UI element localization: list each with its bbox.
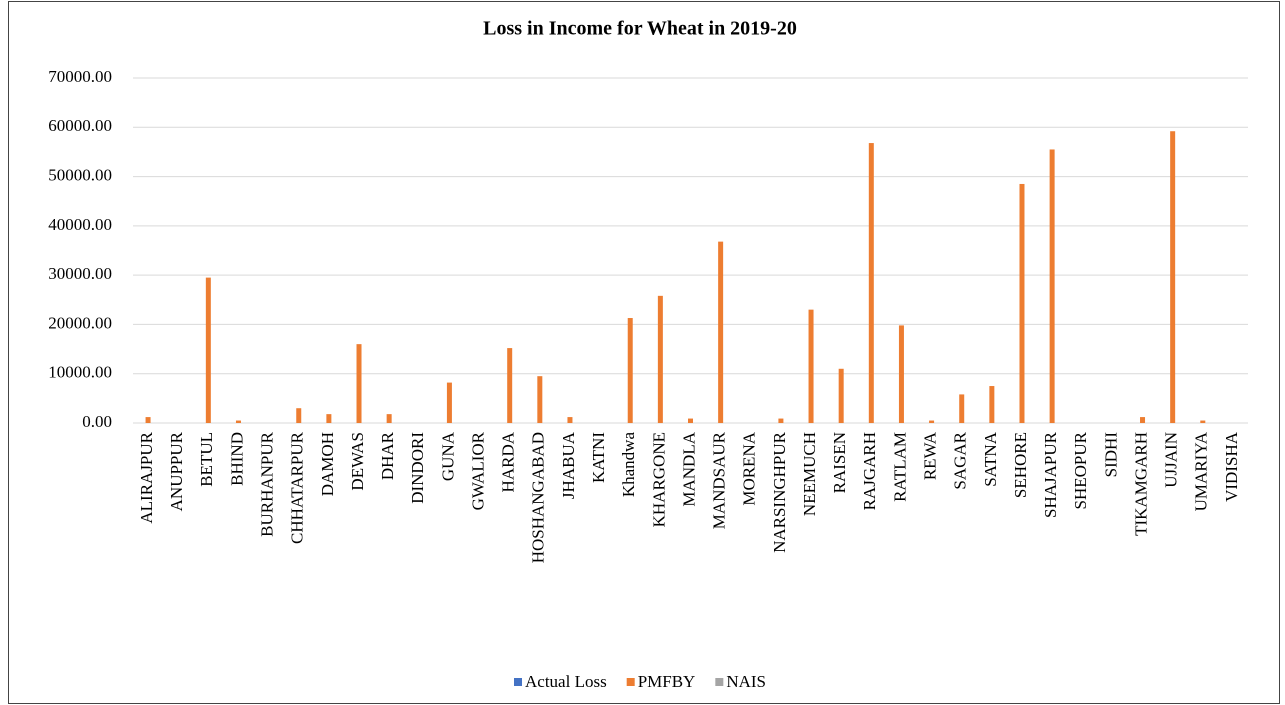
- bar: [989, 386, 995, 423]
- x-tick-label: MORENA: [740, 431, 759, 505]
- x-tick-label: GWALIOR: [468, 431, 487, 510]
- x-tick-label: SIDHI: [1101, 432, 1120, 478]
- bar: [688, 418, 693, 423]
- bar: [356, 344, 362, 423]
- x-tick-label: DINDORI: [408, 432, 427, 504]
- y-tick-label: 20000.00: [48, 313, 112, 332]
- x-tick-label: ALIRAJPUR: [137, 431, 156, 523]
- x-tick-label: SHAJAPUR: [1041, 431, 1060, 518]
- x-tick-label: TIKAMGARH: [1131, 432, 1150, 536]
- bar: [808, 309, 814, 423]
- x-tick-label: NARSINGHPUR: [770, 431, 789, 553]
- legend-label: Actual Loss: [525, 672, 607, 691]
- x-tick-label: BHIND: [227, 432, 246, 486]
- chart-title: Loss in Income for Wheat in 2019-20: [483, 18, 797, 40]
- x-tick-label: NEEMUCH: [800, 432, 819, 516]
- x-tick-label: SAGAR: [951, 431, 970, 489]
- bar: [1049, 149, 1055, 423]
- bar: [386, 414, 392, 423]
- x-tick-label: GUNA: [438, 431, 457, 481]
- y-tick-label: 0.00: [82, 412, 112, 431]
- x-tick-label: UJJAIN: [1162, 432, 1181, 488]
- x-tick-label: RATLAM: [890, 432, 909, 502]
- bar: [627, 318, 633, 423]
- x-tick-label: ANUPPUR: [167, 431, 186, 511]
- y-tick-label: 10000.00: [48, 363, 112, 382]
- x-tick-label: DEWAS: [348, 432, 367, 491]
- bar: [778, 418, 784, 423]
- x-tick-label: MANDLA: [679, 431, 698, 506]
- x-tick-label: KATNI: [589, 432, 608, 483]
- x-tick-label: RAJGARH: [860, 432, 879, 510]
- bar: [657, 295, 663, 423]
- bar: [567, 417, 573, 423]
- x-tick-label: DHAR: [378, 431, 397, 480]
- bar: [296, 408, 302, 423]
- bar: [959, 394, 965, 423]
- x-tick-label: HARDA: [499, 431, 518, 492]
- x-tick-label: MANDSAUR: [710, 431, 729, 529]
- bar: [898, 325, 904, 423]
- bar: [507, 348, 513, 423]
- bar: [145, 417, 151, 423]
- x-tick-label: RAISEN: [830, 432, 849, 493]
- y-tick-label: 50000.00: [48, 165, 112, 184]
- bar: [235, 420, 241, 423]
- x-tick-label: SEHORE: [1011, 432, 1030, 498]
- x-tick-label: SATNA: [981, 431, 1000, 487]
- bar: [718, 241, 724, 423]
- bar: [868, 143, 874, 424]
- y-tick-label: 40000.00: [48, 215, 112, 234]
- legend-swatch: [514, 678, 522, 686]
- bar: [1200, 420, 1206, 423]
- y-tick-label: 70000.00: [48, 67, 112, 86]
- legend-label: PMFBY: [638, 672, 696, 691]
- bar: [929, 420, 935, 423]
- bar: [326, 414, 332, 423]
- x-tick-label: REWA: [920, 431, 939, 480]
- x-tick-label: CHHATARPUR: [288, 431, 307, 544]
- x-tick-label: HOSHANGABAD: [529, 432, 548, 563]
- x-tick-label: BETUL: [197, 432, 216, 487]
- chart-border: [8, 1, 1280, 704]
- bar: [1140, 417, 1146, 423]
- bar: [838, 368, 844, 423]
- x-tick-label: KHARGONE: [649, 432, 668, 527]
- x-tick-label: SHEOPUR: [1071, 431, 1090, 509]
- y-tick-label: 30000.00: [48, 264, 112, 283]
- bar: [1019, 183, 1025, 423]
- legend-swatch: [626, 678, 635, 686]
- bar: [446, 382, 452, 423]
- y-tick-label: 60000.00: [48, 116, 112, 135]
- legend-swatch: [715, 678, 724, 686]
- x-tick-label: JHABUA: [559, 431, 578, 499]
- x-tick-label: Khandwa: [619, 432, 638, 498]
- x-tick-label: DAMOH: [318, 432, 337, 496]
- legend-label: NAIS: [726, 672, 766, 691]
- x-tick-label: VIDISHA: [1222, 431, 1241, 502]
- bar: [205, 277, 211, 423]
- x-tick-label: BURHANPUR: [258, 431, 277, 537]
- x-tick-label: UMARIYA: [1192, 431, 1211, 511]
- bar: [1170, 131, 1176, 423]
- bar: [537, 376, 543, 423]
